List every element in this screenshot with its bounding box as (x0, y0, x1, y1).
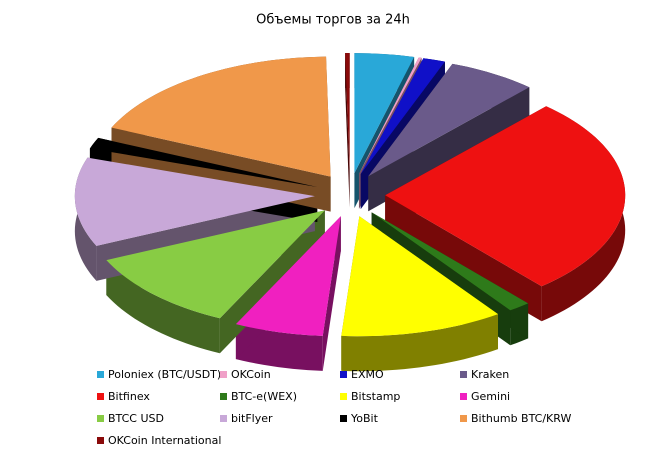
slice-side (341, 314, 499, 372)
legend-label: BTCC USD (108, 412, 164, 425)
chart-title: Объемы торгов за 24h (256, 13, 410, 28)
legend-swatch (340, 371, 347, 378)
legend-swatch (220, 371, 227, 378)
slice (385, 106, 626, 287)
legend-swatch (97, 393, 104, 400)
slice (74, 157, 315, 246)
legend-swatch (460, 371, 467, 378)
slice-tops (74, 53, 626, 337)
legend-swatch (97, 437, 104, 444)
legend-label: Poloniex (BTC/USDT) (108, 368, 221, 381)
legend-swatch (97, 415, 104, 422)
slice (345, 53, 350, 174)
slice (106, 210, 325, 319)
legend-label: Bitfinex (108, 390, 150, 403)
slice-side (345, 53, 350, 209)
slice (235, 216, 341, 336)
slice (111, 56, 331, 177)
slice (354, 53, 415, 174)
legend-swatch (340, 393, 347, 400)
legend-swatch (340, 415, 347, 422)
slice-side (368, 87, 530, 212)
legend-swatch (460, 415, 467, 422)
slice (360, 58, 445, 175)
legend-label: bitFlyer (231, 412, 273, 425)
slice (341, 216, 499, 337)
legend-label: Gemini (471, 390, 510, 403)
legend-label: Kraken (471, 368, 509, 381)
legend-label: BTC-e(WEX) (231, 390, 297, 403)
legend-label: OKCoin International (108, 434, 221, 447)
legend-label: OKCoin (231, 368, 271, 381)
legend-swatch (460, 393, 467, 400)
slice (371, 212, 529, 311)
legend-label: YoBit (350, 412, 379, 425)
legend-label: Bitstamp (351, 390, 400, 403)
legend: Poloniex (BTC/USDT) OKCoin EXMO Kraken Bitfi… (97, 368, 571, 447)
legend-swatch (97, 371, 104, 378)
legend-label: Bithumb BTC/KRW (471, 412, 571, 425)
legend-label: EXMO (351, 368, 384, 381)
legend-swatch (220, 415, 227, 422)
slice (358, 57, 422, 174)
legend-swatch (220, 393, 227, 400)
slice-side (106, 260, 220, 354)
slice (89, 137, 318, 187)
slice (368, 63, 530, 177)
